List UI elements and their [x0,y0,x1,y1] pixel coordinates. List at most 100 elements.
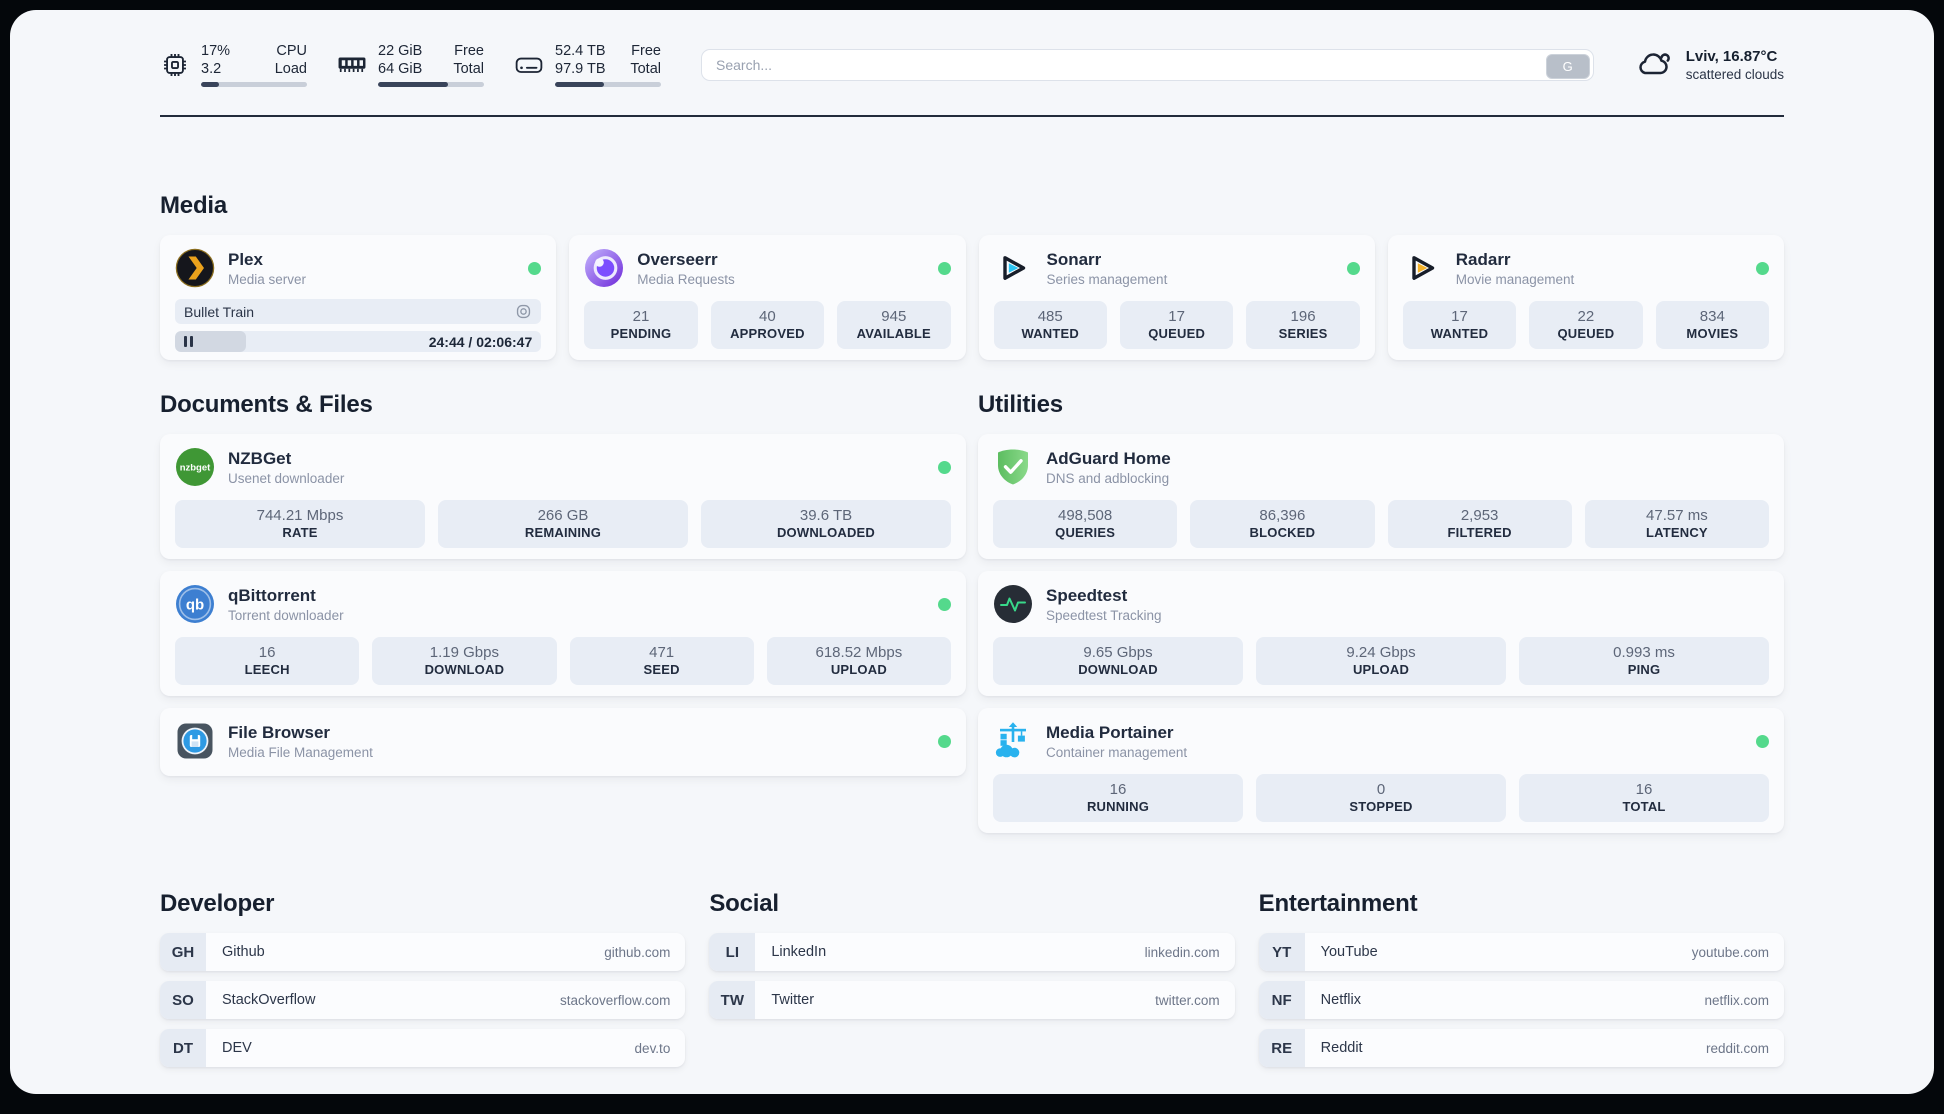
app-card-qbittorrent[interactable]: qb qBittorrent Torrent downloader 16 LEEC… [160,571,966,696]
stat-leech: 16 LEECH [175,637,360,685]
link-name: Github [222,944,265,960]
speedtest-icon [993,584,1033,624]
app-card-speedtest[interactable]: Speedtest Speedtest Tracking 9.65 Gbps DO… [978,571,1784,696]
app-card-filebrowser[interactable]: File Browser Media File Management [160,708,966,776]
stat-wanted: 485 WANTED [993,301,1107,349]
link-abbr: RE [1258,1029,1305,1067]
developer-section-title: Developer [160,890,275,917]
link-abbr: DT [160,1029,206,1067]
link-url: reddit.com [1705,1040,1769,1056]
search-input[interactable] [701,49,1594,81]
media-section-title: Media [160,192,228,219]
now-playing-row: Bullet Train [175,299,542,324]
stat-blocked: 86,396 BLOCKED [1190,500,1375,548]
app-name: Speedtest [1046,585,1128,605]
app-desc: Torrent downloader [228,607,344,623]
weather-widget[interactable]: Lviv, 16.87°C scattered clouds [1634,47,1784,84]
app-card-adguard[interactable]: AdGuard Home DNS and adblocking 498,508 Q… [978,434,1784,559]
stat-download: 1.19 Gbps DOWNLOAD [372,637,557,685]
playback-progress-bar: 24:44 / 02:06:47 [175,331,542,352]
link-stackoverflow[interactable]: SO StackOverflow stackoverflow.com [160,981,686,1019]
cpu-icon [160,50,190,80]
stat-running: 16 RUNNING [993,774,1243,822]
stat-wanted: 17 WANTED [1402,301,1517,349]
portainer-icon [993,721,1033,761]
qbittorrent-icon: qb [175,584,215,624]
link-url: github.com [604,944,671,960]
radarr-icon [1403,248,1443,288]
stat-total: 16 TOTAL [1519,774,1769,822]
cpu-stat: 17% 3.2 CPU Load [160,43,307,87]
link-name: Netflix [1320,992,1361,1008]
cpu-label: CPU [276,43,307,59]
link-url: netflix.com [1704,992,1769,1008]
status-online-dot [1346,261,1360,275]
app-desc: Movie management [1455,271,1575,287]
stat-queries: 498,508 QUERIES [993,500,1178,548]
social-section-title: Social [709,890,779,917]
disk-stat: 52.4 TB 97.9 TB Free Total [514,43,661,87]
disk-free-label: Free [631,43,661,59]
ram-total-value: 64 GiB [378,60,423,77]
cpu-load-value: 3.2 [201,60,222,77]
link-url: twitter.com [1155,992,1220,1008]
ram-total-label: Total [453,60,484,77]
stat-queued: 22 QUEUED [1529,301,1643,349]
stat-rate: 744.21 Mbps RATE [175,500,425,548]
ram-stat: 22 GiB 64 GiB Free Total [337,43,484,87]
link-linkedin[interactable]: LI LinkedIn linkedin.com [709,933,1235,971]
app-card-sonarr[interactable]: Sonarr Series management 485 WANTED 17 QUE… [978,235,1375,360]
app-card-plex[interactable]: Plex Media server Bullet Train 24:44 / 0… [160,235,557,360]
link-name: YouTube [1320,944,1378,960]
link-abbr: LI [709,933,756,971]
sonarr-icon [994,248,1034,288]
stat-ping: 0.993 ms PING [1519,637,1769,685]
disk-icon [514,50,544,80]
app-card-radarr[interactable]: Radarr Movie management 17 WANTED 22 QUEUE… [1387,235,1784,360]
section-social: Social LI LinkedIn linkedin.com TW Twitt… [709,889,1235,1019]
app-card-overseerr[interactable]: Overseerr Media Requests 21 PENDING 40 APP… [569,235,966,360]
section-developer: Developer GH Github github.com SO StackO… [160,889,686,1067]
stat-stopped: 0 STOPPED [1256,774,1506,822]
nzbget-icon: nzbget [175,447,215,487]
app-desc: Container management [1046,744,1188,760]
stat-movies: 834 MOVIES [1655,301,1770,349]
link-reddit[interactable]: RE Reddit reddit.com [1258,1029,1784,1067]
app-desc: Media File Management [228,744,373,760]
filebrowser-icon [175,721,215,761]
section-documents: Documents & Files nzbget NZBGet Usenet d… [160,390,966,776]
now-playing-title: Bullet Train [184,303,255,320]
status-online-dot [937,261,951,275]
link-netflix[interactable]: NF Netflix netflix.com [1258,981,1784,1019]
link-youtube[interactable]: YT YouTube youtube.com [1258,933,1784,971]
app-desc: Media server [228,271,307,287]
link-url: linkedin.com [1144,944,1220,960]
svg-text:nzbget: nzbget [180,463,211,474]
disk-total-value: 97.9 TB [555,60,606,77]
session-target-icon[interactable] [515,303,532,320]
app-name: Media Portainer [1046,722,1174,742]
app-name: AdGuard Home [1046,448,1171,468]
section-utilities: Utilities AdGuard Home DNS and adblockin… [978,390,1784,833]
ram-free-value: 22 GiB [378,43,423,59]
app-card-portainer[interactable]: Media Portainer Container management 16 R… [978,708,1784,833]
disk-progress-bar [555,82,661,87]
status-online-dot [938,597,951,611]
status-online-dot [938,460,951,474]
link-url: stackoverflow.com [560,992,671,1008]
search-engine-button[interactable]: G [1545,53,1590,79]
system-stats: 17% 3.2 CPU Load 22 GiB 64 GiB Free Total [160,43,661,87]
link-name: DEV [222,1040,252,1056]
app-card-nzbget[interactable]: nzbget NZBGet Usenet downloader 744.21 M… [160,434,966,559]
weather-condition: scattered clouds [1685,67,1784,82]
app-name: Radarr [1455,249,1511,269]
stat-pending: 21 PENDING [584,301,698,349]
link-github[interactable]: GH Github github.com [160,933,686,971]
cpu-usage-value: 17% [201,43,231,59]
link-name: StackOverflow [222,992,316,1008]
link-url: youtube.com [1691,944,1769,960]
stat-remaining: 266 GB REMAINING [438,500,688,548]
link-twitter[interactable]: TW Twitter twitter.com [709,981,1235,1019]
ram-progress-bar [378,82,484,87]
link-dev[interactable]: DT DEV dev.to [160,1029,686,1067]
